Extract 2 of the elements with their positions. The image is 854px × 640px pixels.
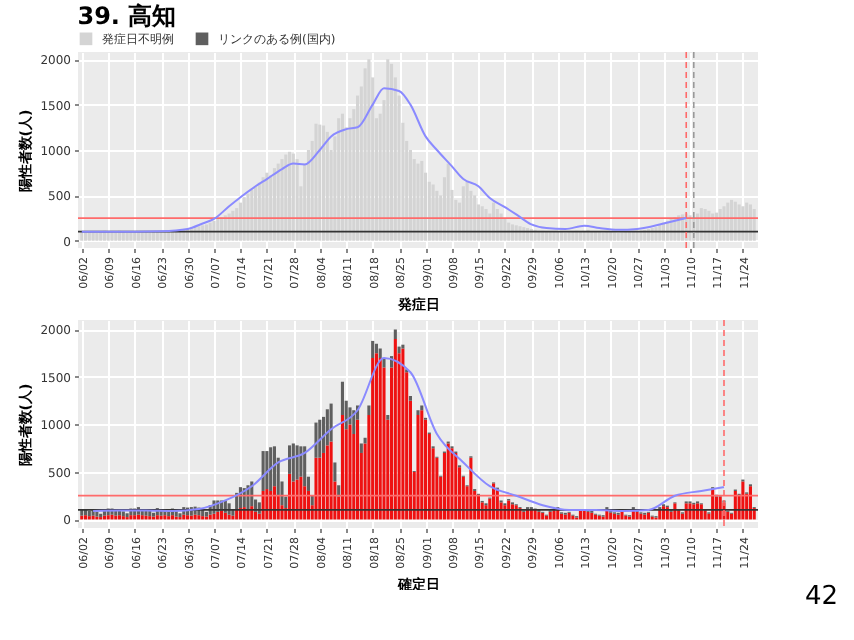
text: 42 bbox=[804, 582, 838, 612]
chart-title: 39. 高知 bbox=[77, 2, 177, 30]
